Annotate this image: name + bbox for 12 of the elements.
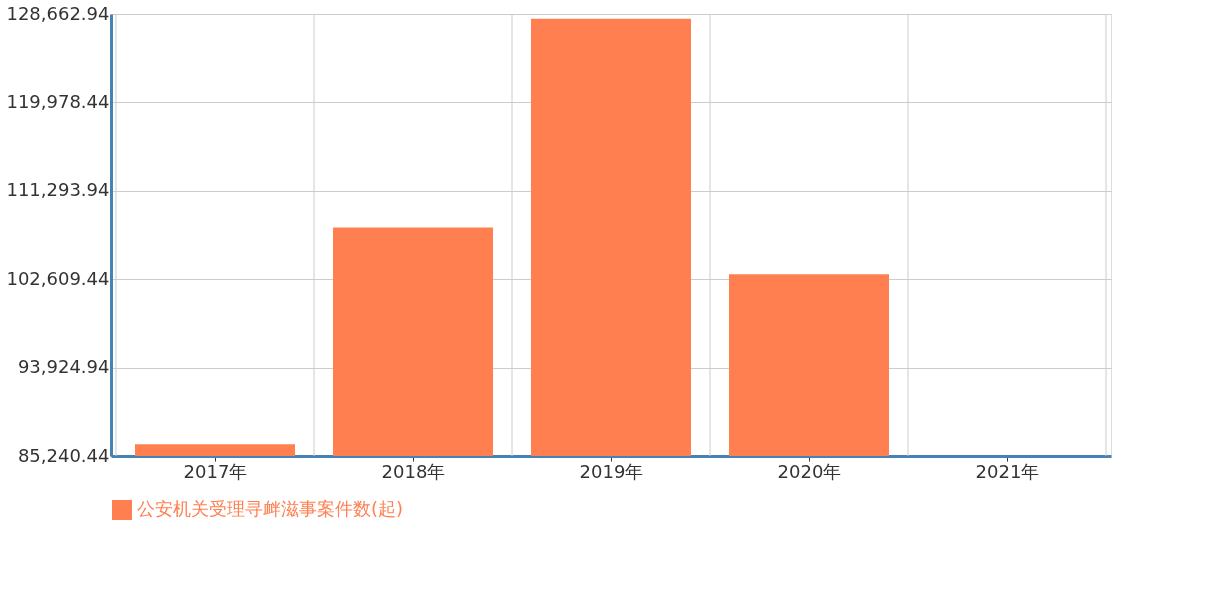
x-tick-label: 2018年 [381, 460, 446, 482]
y-tick-label: 102,609.44 [6, 267, 110, 289]
y-tick-label: 85,240.44 [17, 444, 110, 466]
x-tick-label: 2017年 [183, 460, 248, 482]
y-tick-label: 119,978.44 [6, 90, 110, 112]
legend-label: 公安机关受理寻衅滋事案件数(起) [137, 498, 404, 519]
y-tick-label: 111,293.94 [6, 179, 110, 201]
x-tick-label: 2020年 [777, 460, 842, 482]
x-tick-label: 2019年 [579, 460, 644, 482]
y-tick-label: 128,662.94 [6, 2, 110, 24]
y-tick-label: 93,924.94 [17, 356, 110, 378]
x-tick-label: 2021年 [975, 460, 1040, 482]
